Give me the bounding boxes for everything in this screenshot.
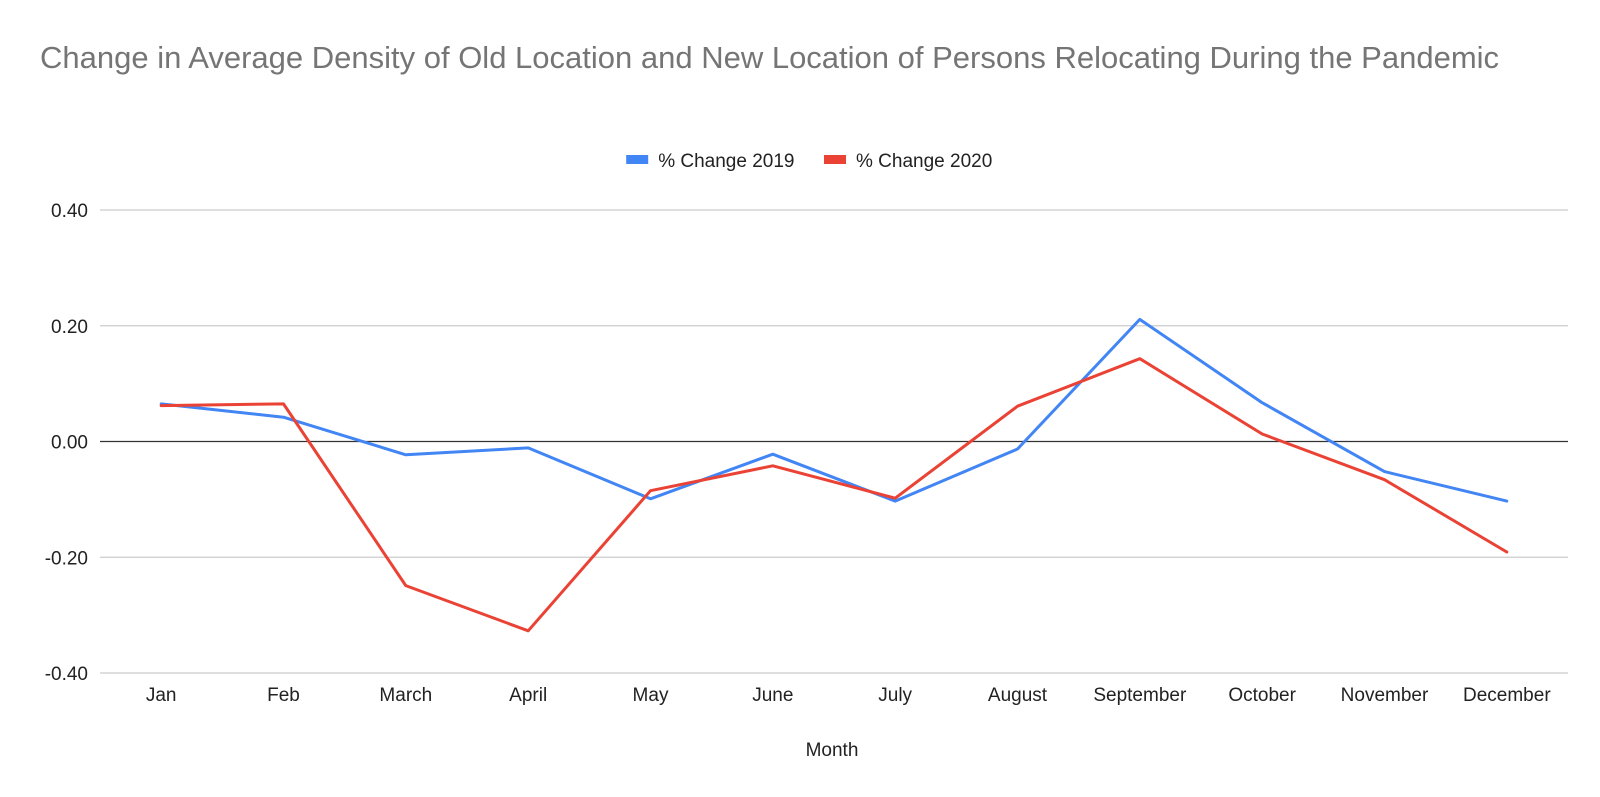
series-line-2	[159, 357, 1509, 633]
y-tick-label: -0.20	[45, 548, 88, 569]
x-axis-label: Month	[806, 740, 859, 761]
y-axis-ticks: 0.40 0.20 0.00 -0.20 -0.40	[45, 201, 88, 685]
x-tick-label: August	[988, 685, 1048, 706]
legend: % Change 2019 % Change 2020	[626, 151, 992, 172]
x-tick-label: December	[1463, 685, 1551, 706]
x-tick-label: May	[633, 685, 669, 706]
legend-label-2: % Change 2020	[856, 151, 992, 172]
legend-swatch-2	[824, 155, 846, 164]
gridlines	[100, 209, 1568, 674]
x-tick-label: June	[752, 685, 793, 706]
legend-label-1: % Change 2019	[658, 151, 794, 172]
y-tick-label: -0.40	[45, 664, 88, 685]
x-tick-label: Jan	[146, 685, 177, 706]
legend-swatch-1	[626, 155, 649, 164]
x-axis-ticks: Jan Feb March April May June July August Septemb…	[146, 685, 1551, 706]
y-tick-label: 0.20	[51, 317, 88, 338]
chart-title: Change in Average Density of Old Locatio…	[40, 40, 1500, 75]
x-tick-label: March	[379, 685, 432, 706]
x-tick-label: July	[878, 685, 912, 706]
y-tick-label: 0.40	[51, 201, 88, 222]
y-tick-label: 0.00	[51, 433, 88, 454]
x-tick-label: September	[1093, 685, 1187, 706]
x-tick-label: October	[1228, 685, 1296, 706]
x-tick-label: November	[1341, 685, 1429, 706]
series-line-1	[159, 317, 1509, 503]
x-tick-label: April	[509, 685, 547, 706]
series-lines	[159, 317, 1509, 633]
x-tick-label: Feb	[267, 685, 300, 706]
